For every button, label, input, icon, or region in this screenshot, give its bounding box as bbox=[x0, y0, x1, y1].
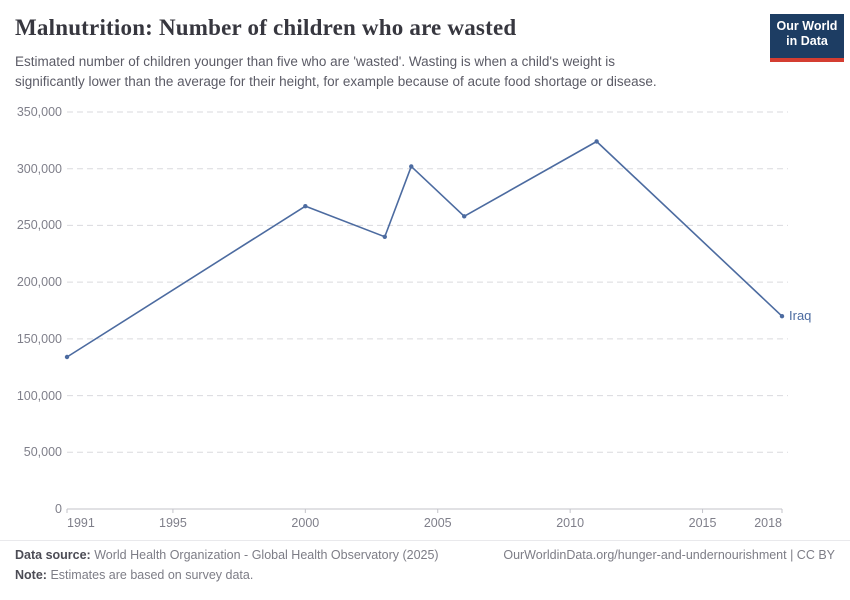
y-tick-label: 100,000 bbox=[16, 388, 62, 403]
y-tick-label: 300,000 bbox=[16, 161, 62, 176]
y-tick-label: 50,000 bbox=[23, 445, 62, 460]
note-value: Estimates are based on survey data. bbox=[50, 568, 254, 582]
data-point-2018[interactable] bbox=[779, 313, 785, 319]
data-source-text: Data source: World Health Organization -… bbox=[15, 548, 439, 562]
data-point-2011[interactable] bbox=[594, 139, 599, 144]
x-tick-label: 2005 bbox=[423, 516, 452, 530]
data-point-2003[interactable] bbox=[382, 234, 387, 239]
y-tick-label: 350,000 bbox=[16, 105, 62, 119]
x-tick-label: 2010 bbox=[556, 516, 585, 530]
note-label: Note: bbox=[15, 568, 47, 582]
chart-subtitle: Estimated number of children younger tha… bbox=[15, 54, 657, 89]
data-source-label: Data source: bbox=[15, 548, 91, 562]
owid-link[interactable]: OurWorldinData.org/hunger-and-undernouri… bbox=[503, 548, 835, 562]
chart-footer: Data source: World Health Organization -… bbox=[0, 540, 850, 582]
data-point-2006[interactable] bbox=[462, 214, 467, 219]
owid-logo: Our World in Data bbox=[770, 14, 844, 62]
series-label-iraq[interactable]: Iraq bbox=[789, 308, 812, 324]
x-tick-label: 2018 bbox=[754, 516, 782, 530]
y-tick-label: 150,000 bbox=[16, 331, 62, 346]
logo-line-1: Our World bbox=[776, 19, 838, 33]
page-title: Malnutrition: Number of children who are… bbox=[15, 15, 517, 40]
logo-line-2: in Data bbox=[786, 34, 828, 48]
x-tick-label: 2000 bbox=[291, 516, 320, 530]
x-tick-label: 2015 bbox=[688, 516, 717, 530]
y-tick-label: 250,000 bbox=[16, 218, 62, 233]
data-point-1991[interactable] bbox=[64, 354, 70, 360]
y-tick-label: 200,000 bbox=[16, 275, 62, 290]
x-tick-label: 1991 bbox=[67, 516, 95, 530]
x-tick-label: 1995 bbox=[159, 516, 187, 530]
y-tick-label: 0 bbox=[55, 502, 62, 516]
note-text: Note: Estimates are based on survey data… bbox=[15, 568, 253, 582]
data-point-2000[interactable] bbox=[303, 203, 308, 209]
data-line-iraq bbox=[66, 140, 783, 358]
data-point-2004[interactable] bbox=[409, 164, 414, 169]
data-source-value: World Health Organization - Global Healt… bbox=[94, 548, 439, 562]
